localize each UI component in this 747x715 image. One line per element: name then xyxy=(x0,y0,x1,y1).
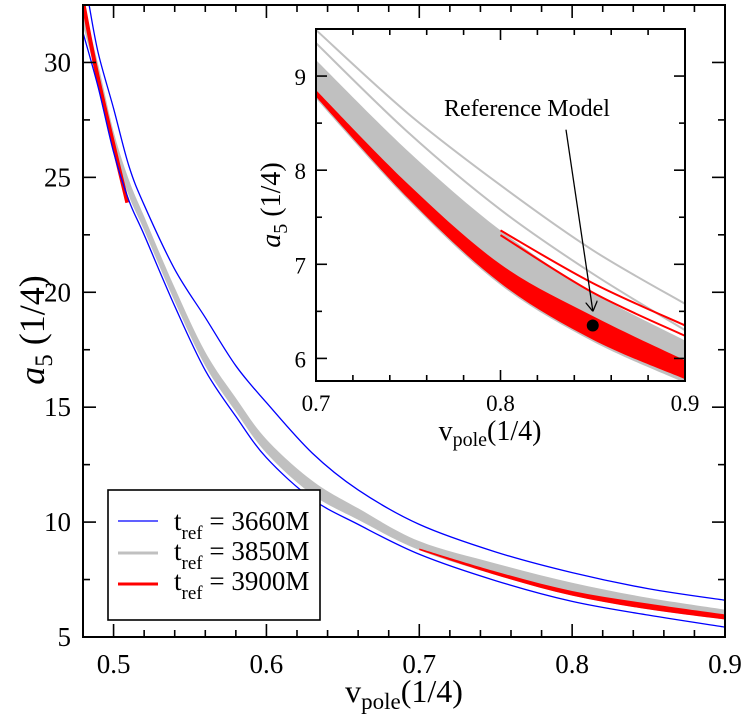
inset-plot-data xyxy=(316,29,685,381)
main-plot-data xyxy=(83,5,725,628)
main-x-tick-label: 0.8 xyxy=(555,649,589,679)
inset-curve-series-0-0 xyxy=(316,29,685,305)
reference-model-point xyxy=(586,319,599,332)
main-x-axis-label: vpole(1/4) xyxy=(345,673,463,714)
annotation-arrow xyxy=(565,129,593,311)
inset-curve-series-1-1 xyxy=(499,234,685,337)
main-y-tick-label: 10 xyxy=(44,507,71,537)
inset-y-tick-label: 6 xyxy=(295,347,307,372)
inset-curve-series-0-1 xyxy=(316,42,685,332)
inset-plot-frame xyxy=(315,28,686,382)
legend-label-3660: tref = 3660M xyxy=(174,506,309,544)
inset-curve-series-1-0 xyxy=(500,229,685,327)
main-x-label-base: v xyxy=(345,673,361,709)
main-x-tick-label: 0.6 xyxy=(250,649,284,679)
main-x-tick-label: 0.7 xyxy=(402,649,436,679)
main-x-label-sub: pole xyxy=(361,689,401,714)
main-y-tick-label: 20 xyxy=(44,277,71,307)
inset-x-tick-label: 0.9 xyxy=(671,391,700,416)
inset-x-axis-label: vpole(1/4) xyxy=(439,416,542,451)
main-plot: 0.5 0.6 0.7 0.8 0.9 5 10 15 20 25 30 xyxy=(44,4,742,679)
main-y-label-base: a xyxy=(12,367,52,385)
inset-y-tick-label: 8 xyxy=(295,159,307,184)
main-curve-series-2-1 xyxy=(88,5,725,601)
main-y-label-sub: 5 xyxy=(31,354,58,367)
main-y-axis-label: a5 (1/4) xyxy=(12,275,58,384)
main-y-tick-label: 15 xyxy=(44,392,71,422)
main-axes: 0.5 0.6 0.7 0.8 0.9 5 10 15 20 25 30 xyxy=(44,4,742,679)
main-band-series-1-0 xyxy=(419,548,725,620)
main-y-tick-label: 25 xyxy=(44,162,71,192)
reference-model-annotation: Reference Model xyxy=(444,96,610,122)
main-curve-series-2-0 xyxy=(83,32,725,628)
main-x-tick-label: 0.5 xyxy=(97,649,131,679)
legend: tref = 3660M tref = 3850M tref = 3900M xyxy=(107,489,321,621)
inset-x-tick-label: 0.7 xyxy=(302,391,331,416)
main-y-tick-label: 5 xyxy=(58,622,72,652)
main-y-label-suffix: (1/4) xyxy=(12,275,52,354)
inset-x-tick-label: 0.8 xyxy=(486,391,515,416)
inset-y-axis-label: a5 (1/4) xyxy=(256,162,292,247)
legend-item-3900: tref = 3900M xyxy=(118,566,309,604)
main-x-label-suffix: (1/4) xyxy=(401,673,463,709)
inset-y-tick-label: 9 xyxy=(295,65,307,90)
legend-label-3850: tref = 3850M xyxy=(174,536,309,574)
legend-item-3850: tref = 3850M xyxy=(118,536,309,574)
main-y-tick-label: 30 xyxy=(44,47,71,77)
inset-band-series-1-0 xyxy=(316,90,685,380)
main-curve-series-1-0 xyxy=(83,5,130,204)
legend-item-3660: tref = 3660M xyxy=(118,506,309,544)
legend-label-3900: tref = 3900M xyxy=(174,566,309,604)
inset-plot: 0.7 0.8 0.9 6 7 8 9 Reference Model xyxy=(295,28,700,416)
legend-box xyxy=(107,489,321,621)
main-x-tick-label: 0.9 xyxy=(708,649,742,679)
main-plot-frame xyxy=(82,4,726,638)
inset-y-tick-label: 7 xyxy=(295,253,307,278)
